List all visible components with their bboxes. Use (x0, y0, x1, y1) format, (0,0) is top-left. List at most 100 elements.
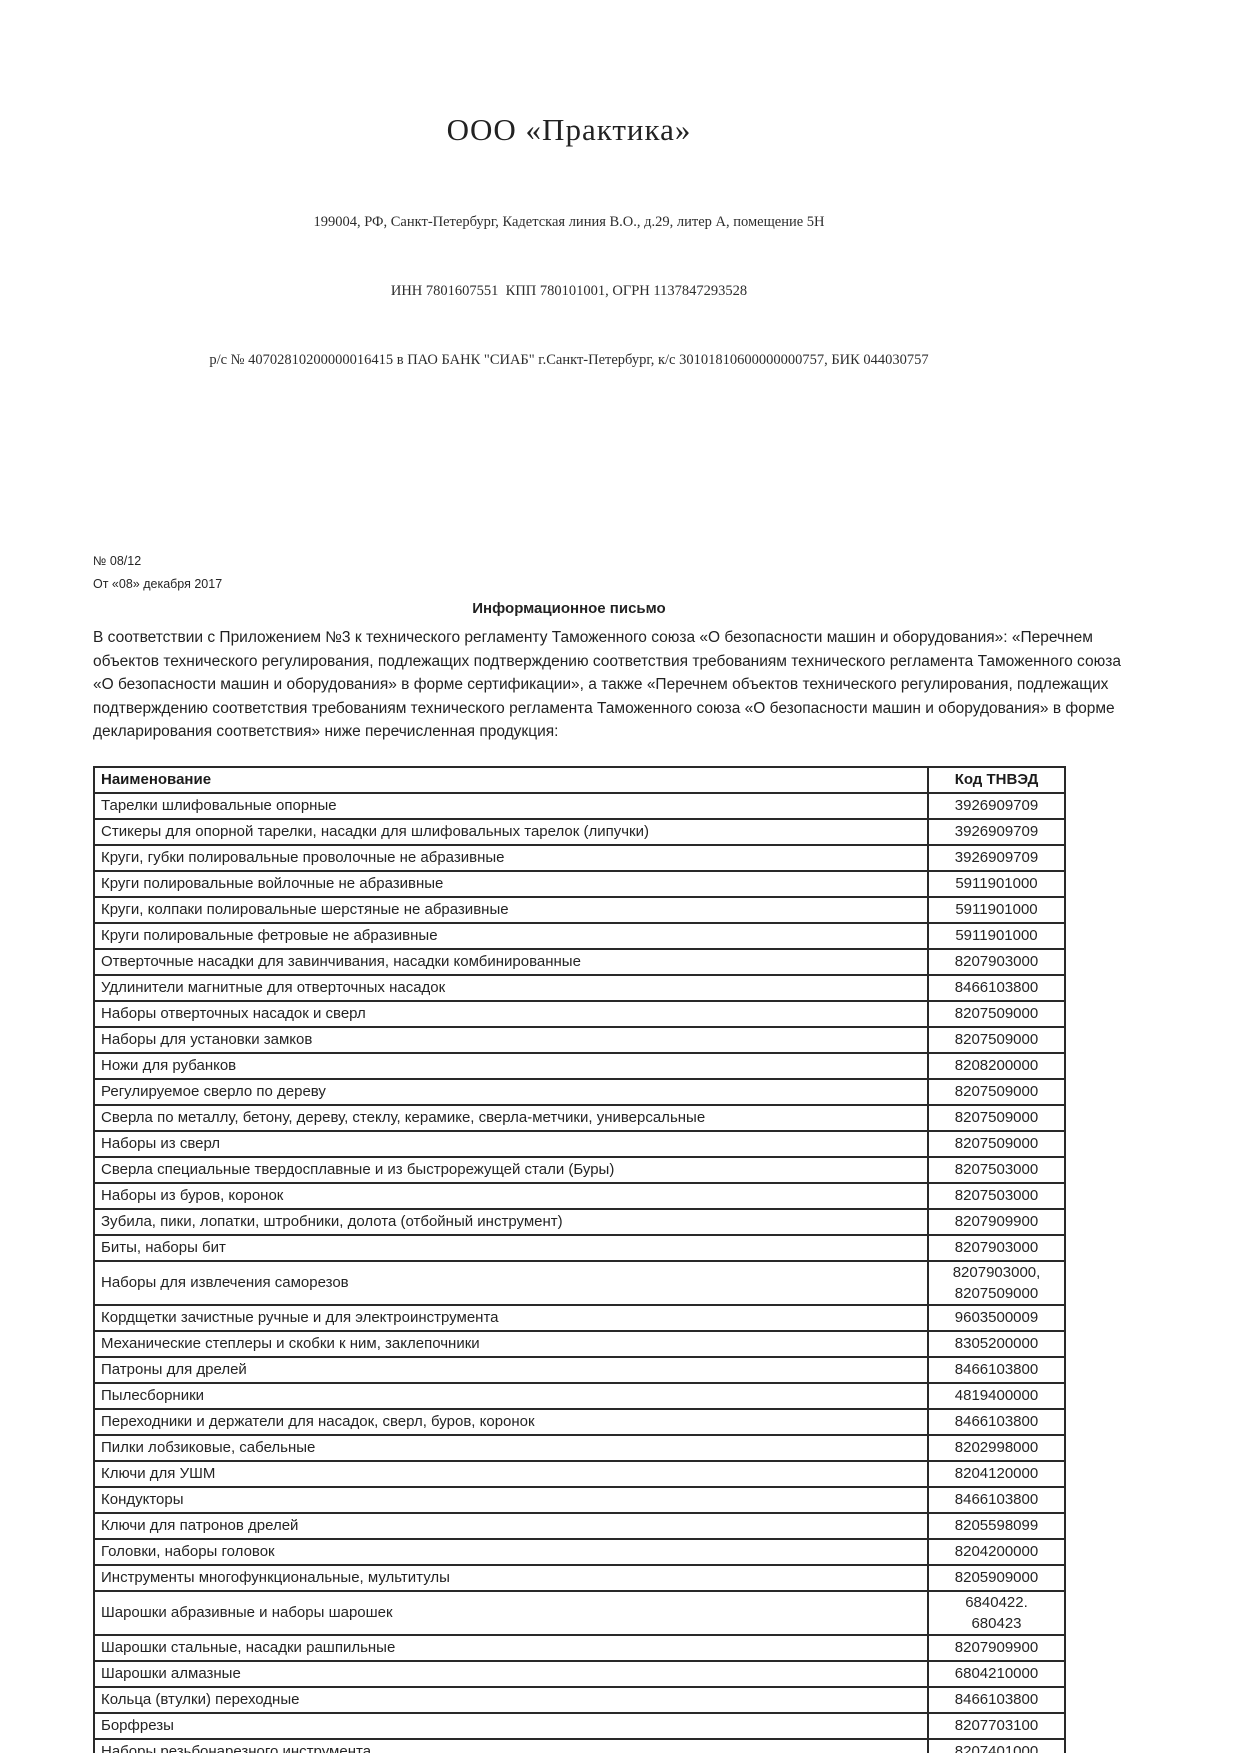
product-name-cell: Круги полировальные войлочные не абразив… (93, 869, 929, 898)
product-name-cell: Кондукторы (93, 1485, 929, 1514)
table-row: Регулируемое сверло по дереву 8207509000 (93, 1077, 1066, 1106)
product-name-cell: Головки, наборы головок (93, 1537, 929, 1566)
product-name-cell: Круги, губки полировальные проволочные н… (93, 843, 929, 872)
letter-body: В соответствии с Приложением №3 к технич… (93, 629, 1121, 740)
product-name-cell: Шарошки абразивные и наборы шарошек (93, 1589, 929, 1636)
product-name-cell: Наборы отверточных насадок и сверл (93, 999, 929, 1028)
tnved-code-cell: 3926909709 (927, 843, 1066, 872)
table-row: Сверла по металлу, бетону, дереву, стекл… (93, 1103, 1066, 1132)
product-name-cell: Инструменты многофункциональные, мультит… (93, 1563, 929, 1592)
tnved-code-cell: 8208200000 (927, 1051, 1066, 1080)
product-name-cell: Круги, колпаки полировальные шерстяные н… (93, 895, 929, 924)
table-row: Головки, наборы головок 8204200000 (93, 1537, 1066, 1566)
table-row: Кордщетки зачистные ручные и для электро… (93, 1303, 1066, 1332)
tnved-code-cell: 8207909900 (927, 1207, 1066, 1236)
product-name-cell: Шарошки алмазные (93, 1659, 929, 1688)
product-name-cell: Сверла по металлу, бетону, дереву, стекл… (93, 1103, 929, 1132)
table-row: Наборы отверточных насадок и сверл 82075… (93, 999, 1066, 1028)
letter-number: № 08/12 (93, 554, 142, 568)
tnved-code-cell: 8207903000, 8207509000 (927, 1259, 1066, 1306)
table-row: Круги полировальные войлочные не абразив… (93, 869, 1066, 898)
tnved-code-cell: 8466103800 (927, 1407, 1066, 1436)
product-name-cell: Переходники и держатели для насадок, све… (93, 1407, 929, 1436)
table-row: Круги полировальные фетровые не абразивн… (93, 921, 1066, 950)
product-name-cell: Ключи для патронов дрелей (93, 1511, 929, 1540)
table-row: Шарошки алмазные 6804210000 (93, 1659, 1066, 1688)
tnved-code-cell: 8466103800 (927, 1355, 1066, 1384)
tnved-code-cell: 5911901000 (927, 869, 1066, 898)
products-table: Наименование Код ТНВЭД Тарелки шлифоваль… (93, 765, 1066, 1753)
tnved-code-cell: 9603500009 (927, 1303, 1066, 1332)
table-header-code: Код ТНВЭД (927, 765, 1066, 794)
tnved-code-cell: 8202998000 (927, 1433, 1066, 1462)
tnved-code-cell: 8207401000 (927, 1737, 1066, 1753)
tnved-code-cell: 8466103800 (927, 1685, 1066, 1714)
table-header-row: Наименование Код ТНВЭД (93, 765, 1066, 794)
table-row: Наборы для извлечения саморезов 82079030… (93, 1259, 1066, 1306)
table-row: Кольца (втулки) переходные 8466103800 (93, 1685, 1066, 1714)
address-line-1: 199004, РФ, Санкт-Петербург, Кадетская л… (313, 214, 825, 230)
tnved-code-cell: 8205909000 (927, 1563, 1066, 1592)
tnved-code-cell: 8207509000 (927, 999, 1066, 1028)
product-name-cell: Наборы для установки замков (93, 1025, 929, 1054)
tnved-code-cell: 8204120000 (927, 1459, 1066, 1488)
tnved-code-cell: 8207503000 (927, 1155, 1066, 1184)
product-name-cell: Тарелки шлифовальные опорные (93, 791, 929, 820)
tnved-code-cell: 8207903000 (927, 947, 1066, 976)
table-row: Наборы резьбонарезного инструмента 82074… (93, 1737, 1066, 1753)
table-row: Круги, губки полировальные проволочные н… (93, 843, 1066, 872)
tnved-code-cell: 8205598099 (927, 1511, 1066, 1540)
table-row: Шарошки стальные, насадки рашпильные 820… (93, 1633, 1066, 1662)
table-row: Патроны для дрелей 8466103800 (93, 1355, 1066, 1384)
table-row: Тарелки шлифовальные опорные 3926909709 (93, 791, 1066, 820)
address-line-2: ИНН 7801607551 КПП 780101001, ОГРН 11378… (390, 283, 748, 299)
product-name-cell: Патроны для дрелей (93, 1355, 929, 1384)
product-name-cell: Круги полировальные фетровые не абразивн… (93, 921, 929, 950)
product-name-cell: Наборы из сверл (93, 1129, 929, 1158)
table-row: Пылесборники 4819400000 (93, 1381, 1066, 1410)
table-row: Стикеры для опорной тарелки, насадки для… (93, 817, 1066, 846)
tnved-code-cell: 8305200000 (927, 1329, 1066, 1358)
tnved-code-cell: 8466103800 (927, 1485, 1066, 1514)
letter-date: От «08» декабря 2017 (93, 577, 223, 591)
letter-meta: № 08/12 От «08» декабря 2017 (93, 554, 1240, 592)
table-row: Биты, наборы бит 8207903000 (93, 1233, 1066, 1262)
table-row: Наборы из буров, коронок 8207503000 (93, 1181, 1066, 1210)
product-name-cell: Биты, наборы бит (93, 1233, 929, 1262)
product-name-cell: Механические степлеры и скобки к ним, за… (93, 1329, 929, 1358)
tnved-code-cell: 6804210000 (927, 1659, 1066, 1688)
address-line-3: р/с № 40702810200000016415 в ПАО БАНК "С… (209, 352, 929, 368)
product-name-cell: Борфрезы (93, 1711, 929, 1740)
tnved-code-cell: 8207509000 (927, 1129, 1066, 1158)
tnved-code-cell: 3926909709 (927, 791, 1066, 820)
table-row: Ножи для рубанков 8208200000 (93, 1051, 1066, 1080)
tnved-code-cell: 4819400000 (927, 1381, 1066, 1410)
table-row: Отверточные насадки для завинчивания, на… (93, 947, 1066, 976)
product-name-cell: Кордщетки зачистные ручные и для электро… (93, 1303, 929, 1332)
product-name-cell: Кольца (втулки) переходные (93, 1685, 929, 1714)
tnved-code-cell: 5911901000 (927, 895, 1066, 924)
table-row: Борфрезы 8207703100 (93, 1711, 1066, 1740)
tnved-code-cell: 8207903000 (927, 1233, 1066, 1262)
product-name-cell: Ножи для рубанков (93, 1051, 929, 1080)
table-header-name: Наименование (93, 765, 929, 794)
table-row: Удлинители магнитные для отверточных нас… (93, 973, 1066, 1002)
product-name-cell: Шарошки стальные, насадки рашпильные (93, 1633, 929, 1662)
table-row: Сверла специальные твердосплавные и из б… (93, 1155, 1066, 1184)
table-row: Инструменты многофункциональные, мультит… (93, 1563, 1066, 1592)
table-row: Переходники и держатели для насадок, све… (93, 1407, 1066, 1436)
table-row: Наборы для установки замков 8207509000 (93, 1025, 1066, 1054)
table-row: Наборы из сверл 8207509000 (93, 1129, 1066, 1158)
product-name-cell: Наборы резьбонарезного инструмента (93, 1737, 929, 1753)
tnved-code-cell: 8207503000 (927, 1181, 1066, 1210)
product-name-cell: Пылесборники (93, 1381, 929, 1410)
tnved-code-cell: 3926909709 (927, 817, 1066, 846)
table-row: Зубила, пики, лопатки, штробники, долота… (93, 1207, 1066, 1236)
table-row: Шарошки абразивные и наборы шарошек 6840… (93, 1589, 1066, 1636)
product-name-cell: Ключи для УШМ (93, 1459, 929, 1488)
tnved-code-cell: 8207509000 (927, 1025, 1066, 1054)
product-name-cell: Зубила, пики, лопатки, штробники, долота… (93, 1207, 929, 1236)
table-row: Ключи для патронов дрелей 8205598099 (93, 1511, 1066, 1540)
tnved-code-cell: 8466103800 (927, 973, 1066, 1002)
